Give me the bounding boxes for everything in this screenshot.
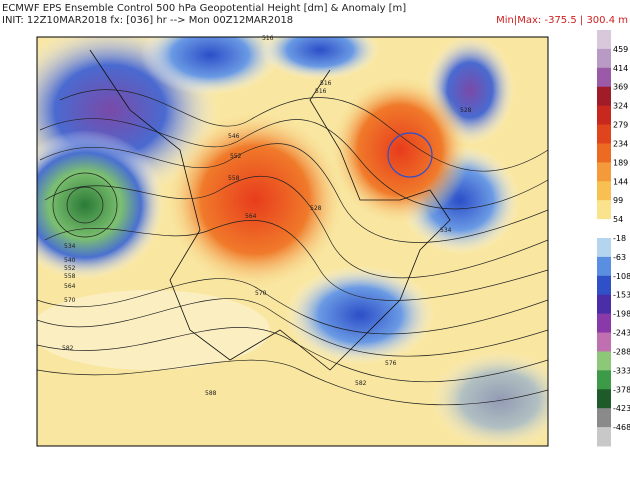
- colorbar-label: 144: [613, 177, 628, 186]
- colorbar-label: 459: [613, 45, 628, 54]
- contour-label: 588: [205, 390, 217, 397]
- colorbar-segment: [597, 389, 611, 409]
- contour-label: 546: [228, 133, 240, 140]
- colorbar-segment: [597, 124, 611, 144]
- colorbar-label: -153: [613, 291, 630, 300]
- colorbar-segment: [597, 86, 611, 107]
- colorbar-label: -288: [613, 347, 630, 356]
- contour-label: 570: [255, 290, 267, 297]
- colorbar-segment: [597, 370, 611, 390]
- init-line: INIT: 12Z10MAR2018 fx: [036] hr --> Mon …: [2, 15, 293, 26]
- colorbar-label: -468: [613, 423, 630, 432]
- contour-label: 552: [64, 265, 76, 272]
- contour-label: 540: [64, 257, 76, 264]
- colorbar-label: 189: [613, 158, 628, 167]
- contour-label: 558: [64, 273, 76, 280]
- colorbar-segment: [597, 200, 611, 220]
- colorbar-segment: [597, 427, 611, 447]
- contour-label: 516: [320, 80, 332, 87]
- colorbar-segment: [597, 181, 611, 201]
- contour-label: 558: [228, 175, 240, 182]
- colorbar-label: -198: [613, 310, 630, 319]
- contour-label: 570: [64, 297, 76, 304]
- min-max: Min|Max: -375.5 | 300.4 m: [496, 15, 628, 26]
- contour-label: 564: [245, 213, 257, 220]
- contours: [37, 49, 548, 406]
- colorbar-label: -108: [613, 272, 630, 281]
- colorbar-label: -333: [613, 366, 630, 375]
- colorbar: 459 414 369 324 279 234 189 144 99 54 -18 -63 -108 -1…: [597, 30, 630, 447]
- contour-label: 528: [310, 205, 322, 212]
- colorbar-segment: [597, 162, 611, 182]
- contour-label: 582: [355, 380, 367, 387]
- colorbar-label: -423: [613, 404, 630, 413]
- contour-label: 576: [385, 360, 397, 367]
- contour-label: 582: [62, 345, 74, 352]
- contour-label: 516: [262, 35, 274, 42]
- colorbar-label: -18: [613, 234, 626, 243]
- colorbar-segment: [597, 313, 611, 334]
- contour-label: 534: [64, 243, 76, 250]
- colorbar-label: 54: [613, 215, 623, 224]
- colorbar-segment: [597, 256, 611, 277]
- colorbar-label: 279: [613, 121, 628, 130]
- colorbar-segment: [597, 294, 611, 315]
- colorbar-label: -63: [613, 253, 626, 262]
- colorbar-label: 369: [613, 83, 628, 92]
- contour-label: 534: [440, 227, 452, 234]
- colorbar-segment: [597, 275, 611, 296]
- colorbar-segment: [597, 30, 611, 50]
- colorbar-segment: [597, 408, 611, 428]
- colorbar-segment: [597, 105, 611, 126]
- colorbar-label: 234: [613, 139, 628, 148]
- colorbar-segment: [597, 143, 611, 163]
- map-frame: [36, 36, 549, 447]
- contour-label: 564: [64, 283, 76, 290]
- colorbar-segment: [597, 332, 611, 352]
- colorbar-label: 414: [613, 64, 628, 73]
- colorbar-segment: [597, 351, 611, 371]
- contour-label: 528: [460, 107, 472, 114]
- colorbar-label: 99: [613, 196, 623, 205]
- colorbar-segment: [597, 67, 611, 88]
- colorbar-label: -243: [613, 329, 630, 338]
- colorbar-segment: [597, 48, 611, 69]
- map-field: [37, 37, 548, 446]
- contour-label: 516: [315, 88, 327, 95]
- colorbar-label: 324: [613, 102, 628, 111]
- contour-label: 552: [230, 153, 242, 160]
- colorbar-segment: [597, 219, 611, 239]
- colorbar-segment: [597, 238, 611, 258]
- title: ECMWF EPS Ensemble Control 500 hPa Geopo…: [2, 3, 406, 14]
- colorbar-label: -378: [613, 385, 630, 394]
